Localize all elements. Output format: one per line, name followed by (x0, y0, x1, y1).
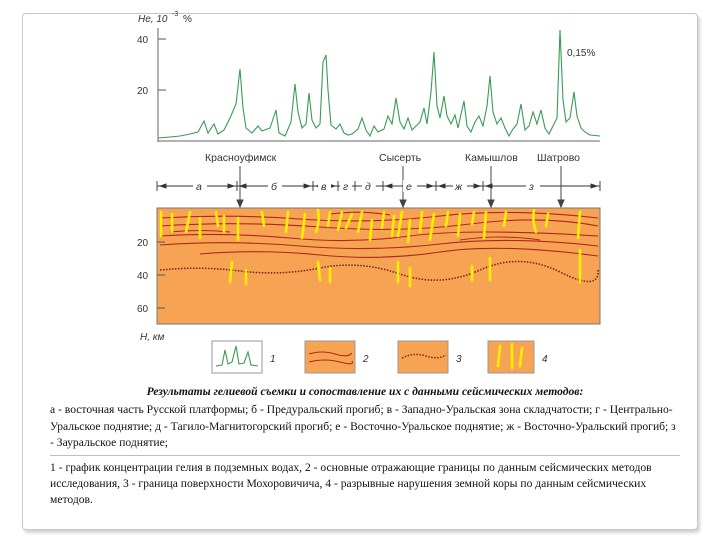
graph-axis-exponent: -3 (172, 11, 178, 18)
town-arrowhead-kamyshlov (487, 199, 495, 209)
figure-caption: Результаты гелиевой съемки и сопоставлен… (50, 384, 680, 512)
graph-tick-label-20: 20 (137, 86, 149, 97)
town-label-kamyshlov: Камышлов (465, 152, 518, 164)
zone-label-zh: ж (454, 181, 463, 193)
legend-label-4: 4 (542, 354, 548, 365)
legend-item-1: 1 (211, 340, 276, 374)
helium-seismic-diagram: He, 10 -3 % 40 20 0,15% Красноуфимск Сыс… (137, 11, 601, 374)
depth-axis-label: H, км (140, 332, 165, 343)
town-label-sysert: Сысерть (379, 152, 422, 164)
town-arrowhead-shatrovo (557, 199, 565, 209)
zone-scale: а б в г д е ж з (156, 180, 601, 193)
fault-lines (159, 208, 582, 288)
helium-concentration-curve (157, 29, 601, 139)
legend-label-3: 3 (456, 354, 462, 365)
zone-label-z: з (528, 181, 534, 193)
legend-item-3: 3 (397, 340, 462, 374)
depth-label-60: 60 (137, 304, 149, 315)
town-label-krasnoufimsk: Красноуфимск (205, 152, 277, 164)
legend-item-2: 2 (304, 340, 369, 374)
caption-title: Результаты гелиевой съемки и сопоставлен… (146, 385, 584, 398)
depth-label-40: 40 (137, 271, 149, 282)
legend-moho-icon (401, 353, 447, 359)
town-arrowhead-krasnoufimsk (236, 199, 244, 209)
section-border (156, 207, 601, 325)
legend-fault-icon (496, 342, 524, 370)
zone-label-d: д (365, 181, 371, 193)
seismic-section: 20 40 60 H, км (137, 207, 601, 343)
caption-zones-text: а - восточная часть Русской платформы; б… (50, 403, 676, 450)
caption-legend-text: 1 - график концентрации гелия в подземны… (50, 460, 652, 507)
legend-label-1: 1 (270, 354, 276, 365)
legend-label-2: 2 (362, 354, 369, 365)
zone-label-g: г (343, 181, 348, 193)
town-labels: Красноуфимск Сысерть Камышлов Шатрово (205, 152, 580, 209)
helium-graph: He, 10 -3 % 40 20 0,15% (137, 11, 601, 142)
graph-axis-label: He, 10 (138, 14, 168, 25)
graph-axis-unit: % (183, 14, 192, 25)
zone-label-e: е (406, 181, 412, 193)
legend: 1 2 3 4 (211, 340, 548, 374)
graph-tick-label-40: 40 (137, 35, 149, 46)
caption-divider (50, 454, 680, 456)
zone-label-a: а (196, 181, 202, 193)
zone-label-v: в (321, 181, 327, 193)
legend-item-4: 4 (487, 340, 548, 374)
town-label-shatrovo: Шатрово (537, 152, 580, 164)
graph-peak-annotation: 0,15% (567, 48, 595, 59)
town-arrowhead-sysert (399, 199, 407, 209)
legend-reflector-icon (308, 351, 354, 365)
zone-label-b: б (271, 181, 278, 193)
legend-graph-icon (215, 345, 259, 367)
depth-label-20: 20 (137, 238, 149, 249)
